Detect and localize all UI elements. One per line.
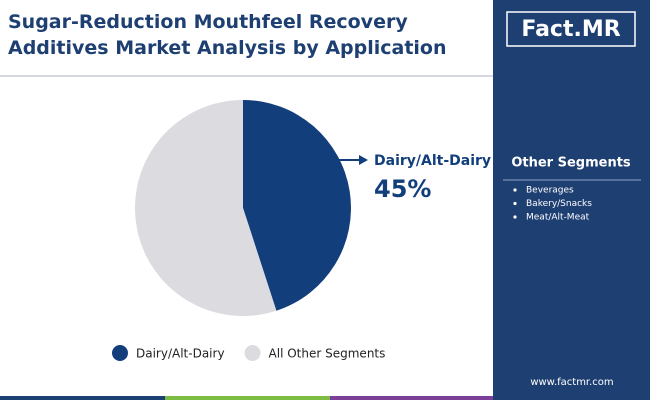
value-label: 45% xyxy=(374,175,431,203)
footer-stripe xyxy=(330,396,493,400)
footer-url: www.factmr.com xyxy=(530,377,613,388)
side-panel-item: Meat/Alt-Meat xyxy=(526,213,590,223)
bullet xyxy=(513,201,517,206)
side-panel-item: Bakery/Snacks xyxy=(526,199,592,209)
side-panel xyxy=(493,0,650,400)
callout-label: Dairy/Alt-Dairy xyxy=(374,153,491,169)
callout-arrow xyxy=(359,155,368,165)
legend-label: All Other Segments xyxy=(269,347,386,361)
legend-swatch xyxy=(112,345,128,361)
logo-frame xyxy=(506,11,636,47)
footer-stripe xyxy=(165,396,330,400)
side-panel-list: Beverages Bakery/Snacks Meat/Alt-Meat xyxy=(513,186,592,223)
side-panel-item: Beverages xyxy=(526,186,574,196)
legend-swatch xyxy=(244,345,261,361)
side-panel-title: Other Segments xyxy=(511,156,631,171)
footer-stripe xyxy=(0,396,165,400)
pie-slice xyxy=(135,100,277,316)
chart-title: Sugar-Reduction Mouthfeel Recovery Additi… xyxy=(8,11,447,59)
pie: Dairy/Alt-Dairy 45% Dairy/Alt-Dairy All Oth… xyxy=(112,100,491,361)
legend-label: Dairy/Alt-Dairy xyxy=(136,347,225,361)
chart-title-text: Sugar-Reduction Mouthfeel Recovery Additi… xyxy=(8,11,447,59)
bullet xyxy=(513,188,517,192)
logo: Fact.MR xyxy=(521,17,620,42)
bullet xyxy=(513,215,517,219)
pie-slice xyxy=(243,100,352,311)
